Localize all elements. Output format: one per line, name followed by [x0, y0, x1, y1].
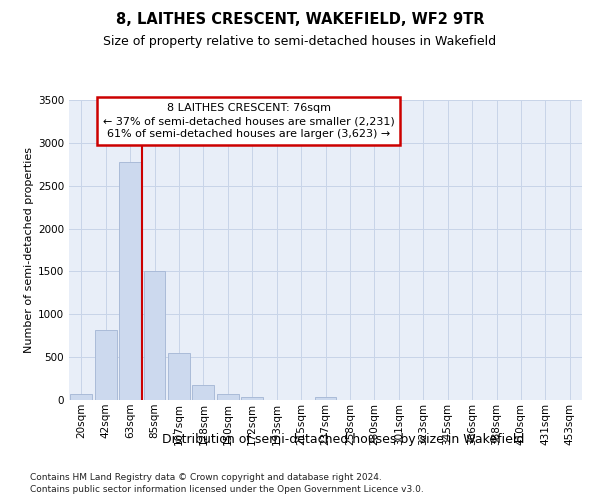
Bar [168, 353, 190, 400]
Bar [95, 330, 116, 400]
Text: 8 LAITHES CRESCENT: 76sqm
← 37% of semi-detached houses are smaller (2,231)
61% : 8 LAITHES CRESCENT: 76sqm ← 37% of semi-… [103, 103, 394, 140]
Bar [217, 394, 239, 400]
Bar [119, 162, 141, 400]
Text: Contains HM Land Registry data © Crown copyright and database right 2024.: Contains HM Land Registry data © Crown c… [30, 472, 382, 482]
Text: 8, LAITHES CRESCENT, WAKEFIELD, WF2 9TR: 8, LAITHES CRESCENT, WAKEFIELD, WF2 9TR [116, 12, 484, 28]
Bar [193, 385, 214, 400]
Bar [314, 398, 337, 400]
Text: Contains public sector information licensed under the Open Government Licence v3: Contains public sector information licen… [30, 485, 424, 494]
Text: Size of property relative to semi-detached houses in Wakefield: Size of property relative to semi-detach… [103, 35, 497, 48]
Bar [70, 394, 92, 400]
Y-axis label: Number of semi-detached properties: Number of semi-detached properties [24, 147, 34, 353]
Text: Distribution of semi-detached houses by size in Wakefield: Distribution of semi-detached houses by … [162, 432, 524, 446]
Bar [241, 398, 263, 400]
Bar [143, 272, 166, 400]
